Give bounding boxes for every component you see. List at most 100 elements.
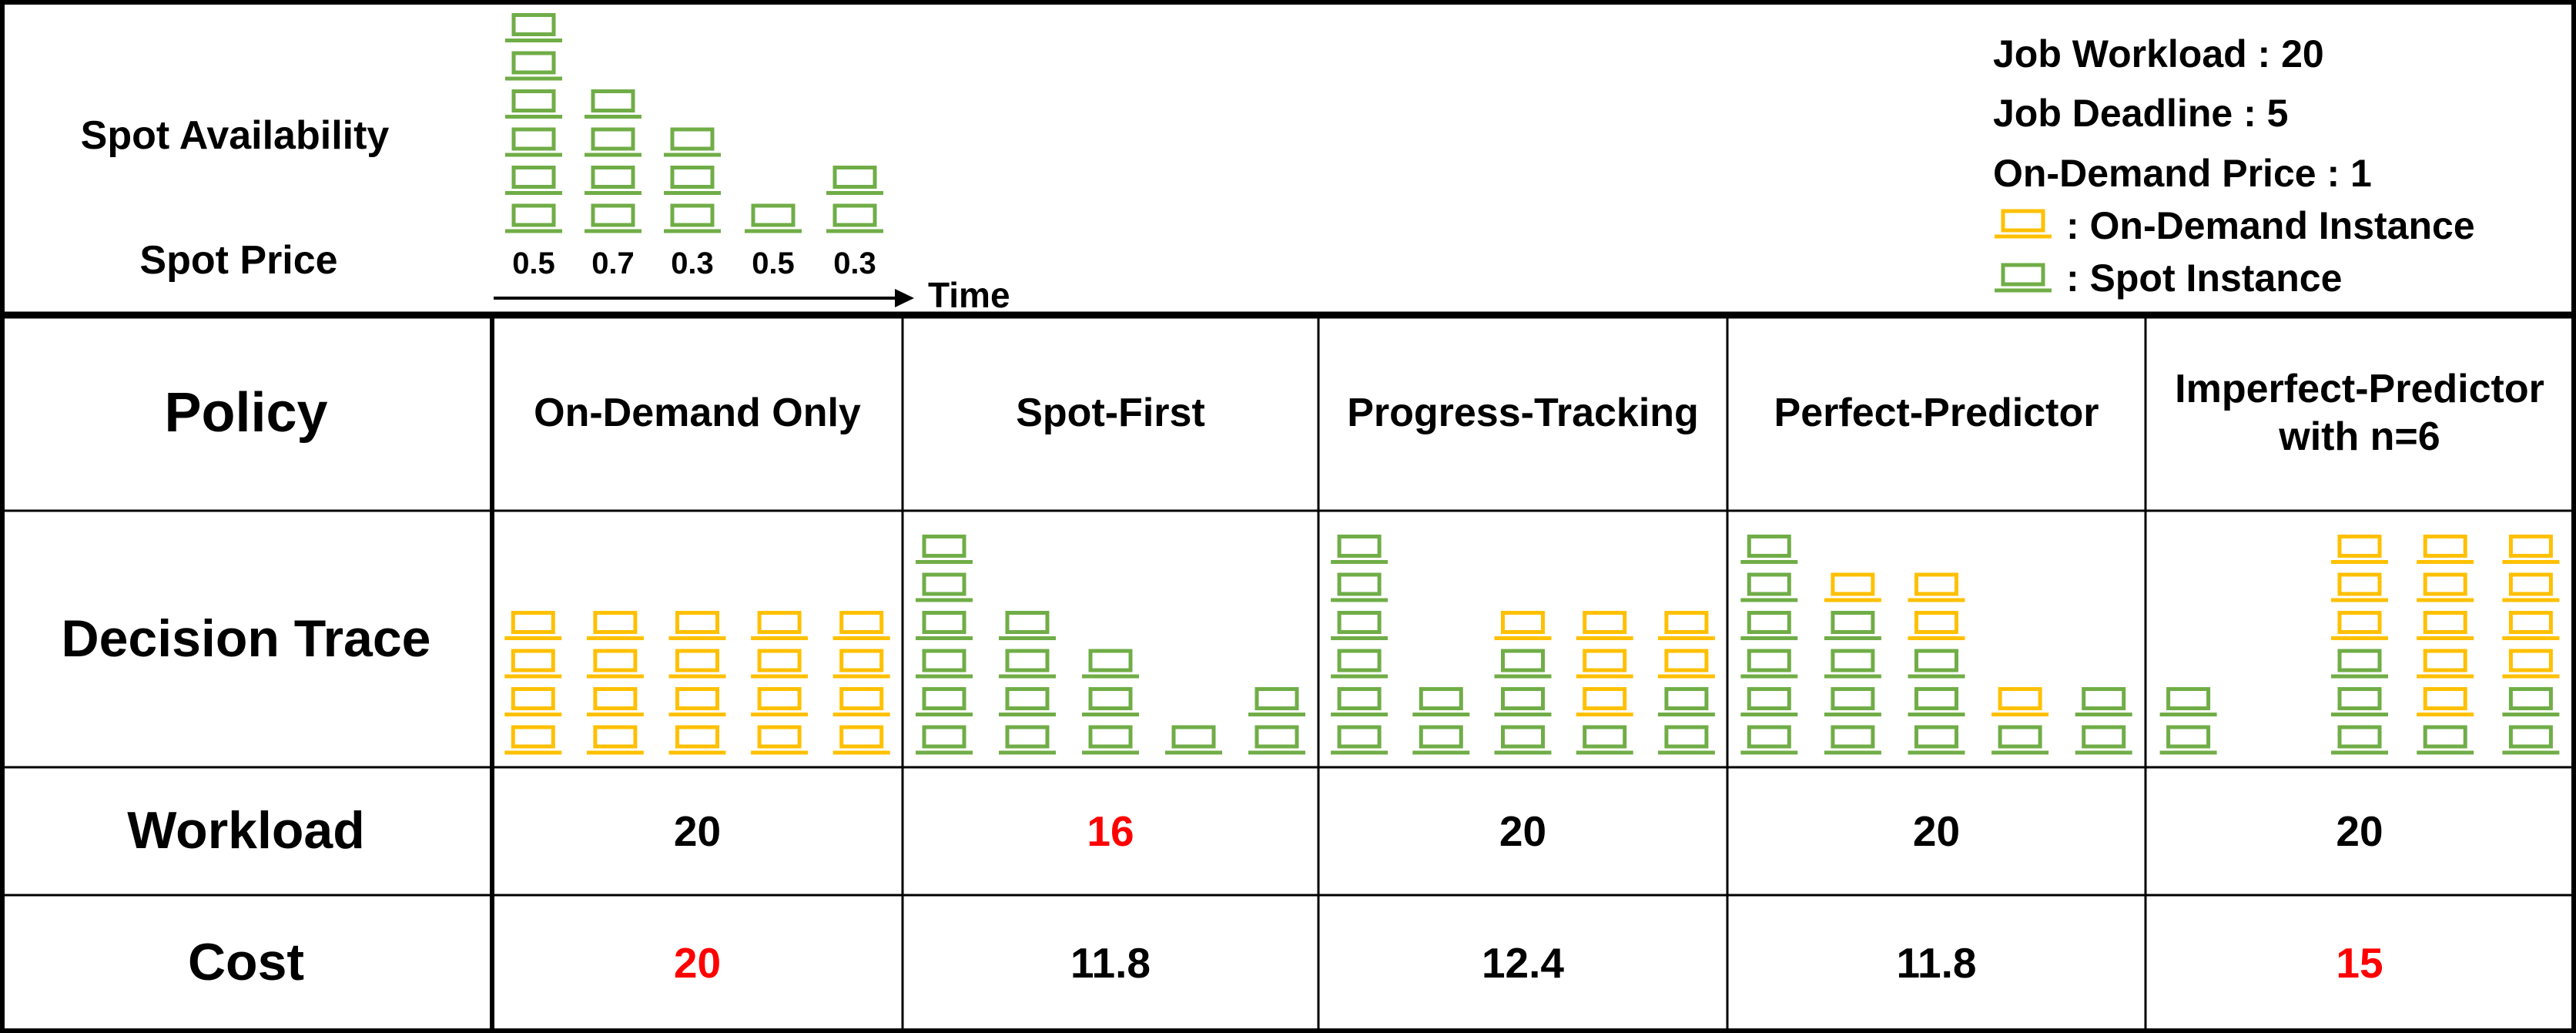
instance-icon — [832, 611, 890, 640]
instance-icon — [585, 166, 641, 195]
cost-value: 20 — [673, 939, 722, 987]
instance-icon — [751, 687, 809, 716]
instance-icon — [668, 611, 726, 640]
spot-price-label: Spot Price — [139, 237, 338, 283]
policy-name: On-Demand Only — [534, 390, 861, 435]
instance-icon — [2331, 725, 2388, 755]
instance-icon — [1412, 687, 1470, 716]
workload-value: 20 — [1912, 807, 1961, 855]
instance-icon — [1165, 725, 1222, 755]
instance-icon — [1908, 649, 1965, 679]
policy-name: Spot-First — [1016, 390, 1205, 435]
instance-icon — [1657, 611, 1715, 640]
instance-icon — [1740, 572, 1798, 602]
instance-icon — [1740, 725, 1798, 755]
legend-on-demand: : On-Demand Instance — [2066, 204, 2475, 247]
legend-job-deadline: Job Deadline : 5 — [1993, 92, 2289, 135]
instance-icon — [999, 649, 1056, 679]
instance-icon — [1908, 725, 1965, 755]
time-label: Time — [928, 275, 1010, 315]
cost-value: 11.8 — [1070, 939, 1151, 987]
instance-icon — [1248, 725, 1305, 755]
workload-value: 16 — [1087, 807, 1134, 855]
instance-icon — [2417, 725, 2474, 755]
instance-icon — [1331, 725, 1388, 755]
instance-icon — [751, 725, 809, 755]
instance-icon — [1331, 535, 1388, 564]
instance-icon — [1908, 687, 1965, 716]
workload-value: 20 — [2336, 807, 2383, 855]
instance-icon — [1494, 649, 1552, 679]
instance-icon — [2502, 725, 2560, 755]
instance-icon — [2502, 687, 2560, 716]
spot-availability-label: Spot Availability — [80, 112, 390, 158]
instance-icon — [2417, 572, 2474, 602]
instance-icon — [1657, 649, 1715, 679]
instance-icon — [999, 725, 1056, 755]
instance-icon — [745, 203, 802, 233]
instance-icon — [1576, 687, 1633, 716]
row-label: Cost — [187, 933, 305, 992]
policy-name: Progress-Tracking — [1347, 390, 1699, 435]
instance-icon — [1995, 209, 2052, 239]
instance-icon — [1576, 725, 1633, 755]
instance-icon — [916, 611, 973, 640]
instance-icon — [505, 166, 562, 195]
instance-icon — [505, 127, 562, 157]
instance-icon — [832, 649, 890, 679]
instance-icon — [1331, 611, 1388, 640]
row-label: Workload — [127, 801, 365, 860]
instance-icon — [2331, 687, 2388, 716]
instance-icon — [1824, 687, 1881, 716]
instance-icon — [2159, 725, 2217, 755]
instance-icon — [668, 687, 726, 716]
time-arrow-head — [895, 289, 914, 307]
policy-name: Imperfect-Predictor with n=6 — [2175, 366, 2544, 459]
spot-price: 0.5 — [512, 247, 555, 280]
instance-icon — [2331, 572, 2388, 602]
instance-icon — [2502, 611, 2560, 640]
row-label: Policy — [164, 381, 328, 444]
instance-icon — [916, 535, 973, 564]
instance-icon — [826, 166, 883, 195]
instance-icon — [1824, 649, 1881, 679]
instance-icon — [1657, 725, 1715, 755]
instance-icon — [585, 203, 641, 233]
instance-icon — [668, 649, 726, 679]
instance-icon — [916, 725, 973, 755]
instance-icon — [1740, 611, 1798, 640]
instance-icon — [586, 725, 644, 755]
instance-icon — [2502, 649, 2560, 679]
row-label: Decision Trace — [61, 609, 431, 668]
instance-icon — [505, 89, 562, 119]
instance-icon — [1494, 687, 1552, 716]
instance-icon — [668, 725, 726, 755]
instance-icon — [1412, 725, 1470, 755]
policy-name: Perfect-Predictor — [1774, 390, 2099, 435]
instance-icon — [2502, 572, 2560, 602]
instance-icon — [505, 13, 562, 42]
instance-icon — [1991, 687, 2049, 716]
spot-price: 0.3 — [833, 247, 876, 280]
instance-icon — [1082, 725, 1139, 755]
instance-icon — [504, 611, 562, 640]
instance-icon — [1824, 611, 1881, 640]
instance-icon — [1331, 649, 1388, 679]
instance-icon — [2417, 535, 2474, 564]
workload-value: 20 — [1499, 807, 1547, 855]
instance-icon — [505, 51, 562, 81]
instance-icon — [1824, 572, 1881, 602]
instance-icon — [1494, 611, 1552, 640]
instance-icon — [2159, 687, 2217, 716]
cost-value: 12.4 — [1481, 939, 1565, 987]
instance-icon — [1991, 725, 2049, 755]
instance-icon — [585, 89, 641, 119]
legend-job-workload: Job Workload : 20 — [1993, 32, 2324, 75]
instance-icon — [916, 687, 973, 716]
instance-icon — [505, 203, 562, 233]
instance-icon — [2417, 649, 2474, 679]
instance-icon — [1576, 611, 1633, 640]
